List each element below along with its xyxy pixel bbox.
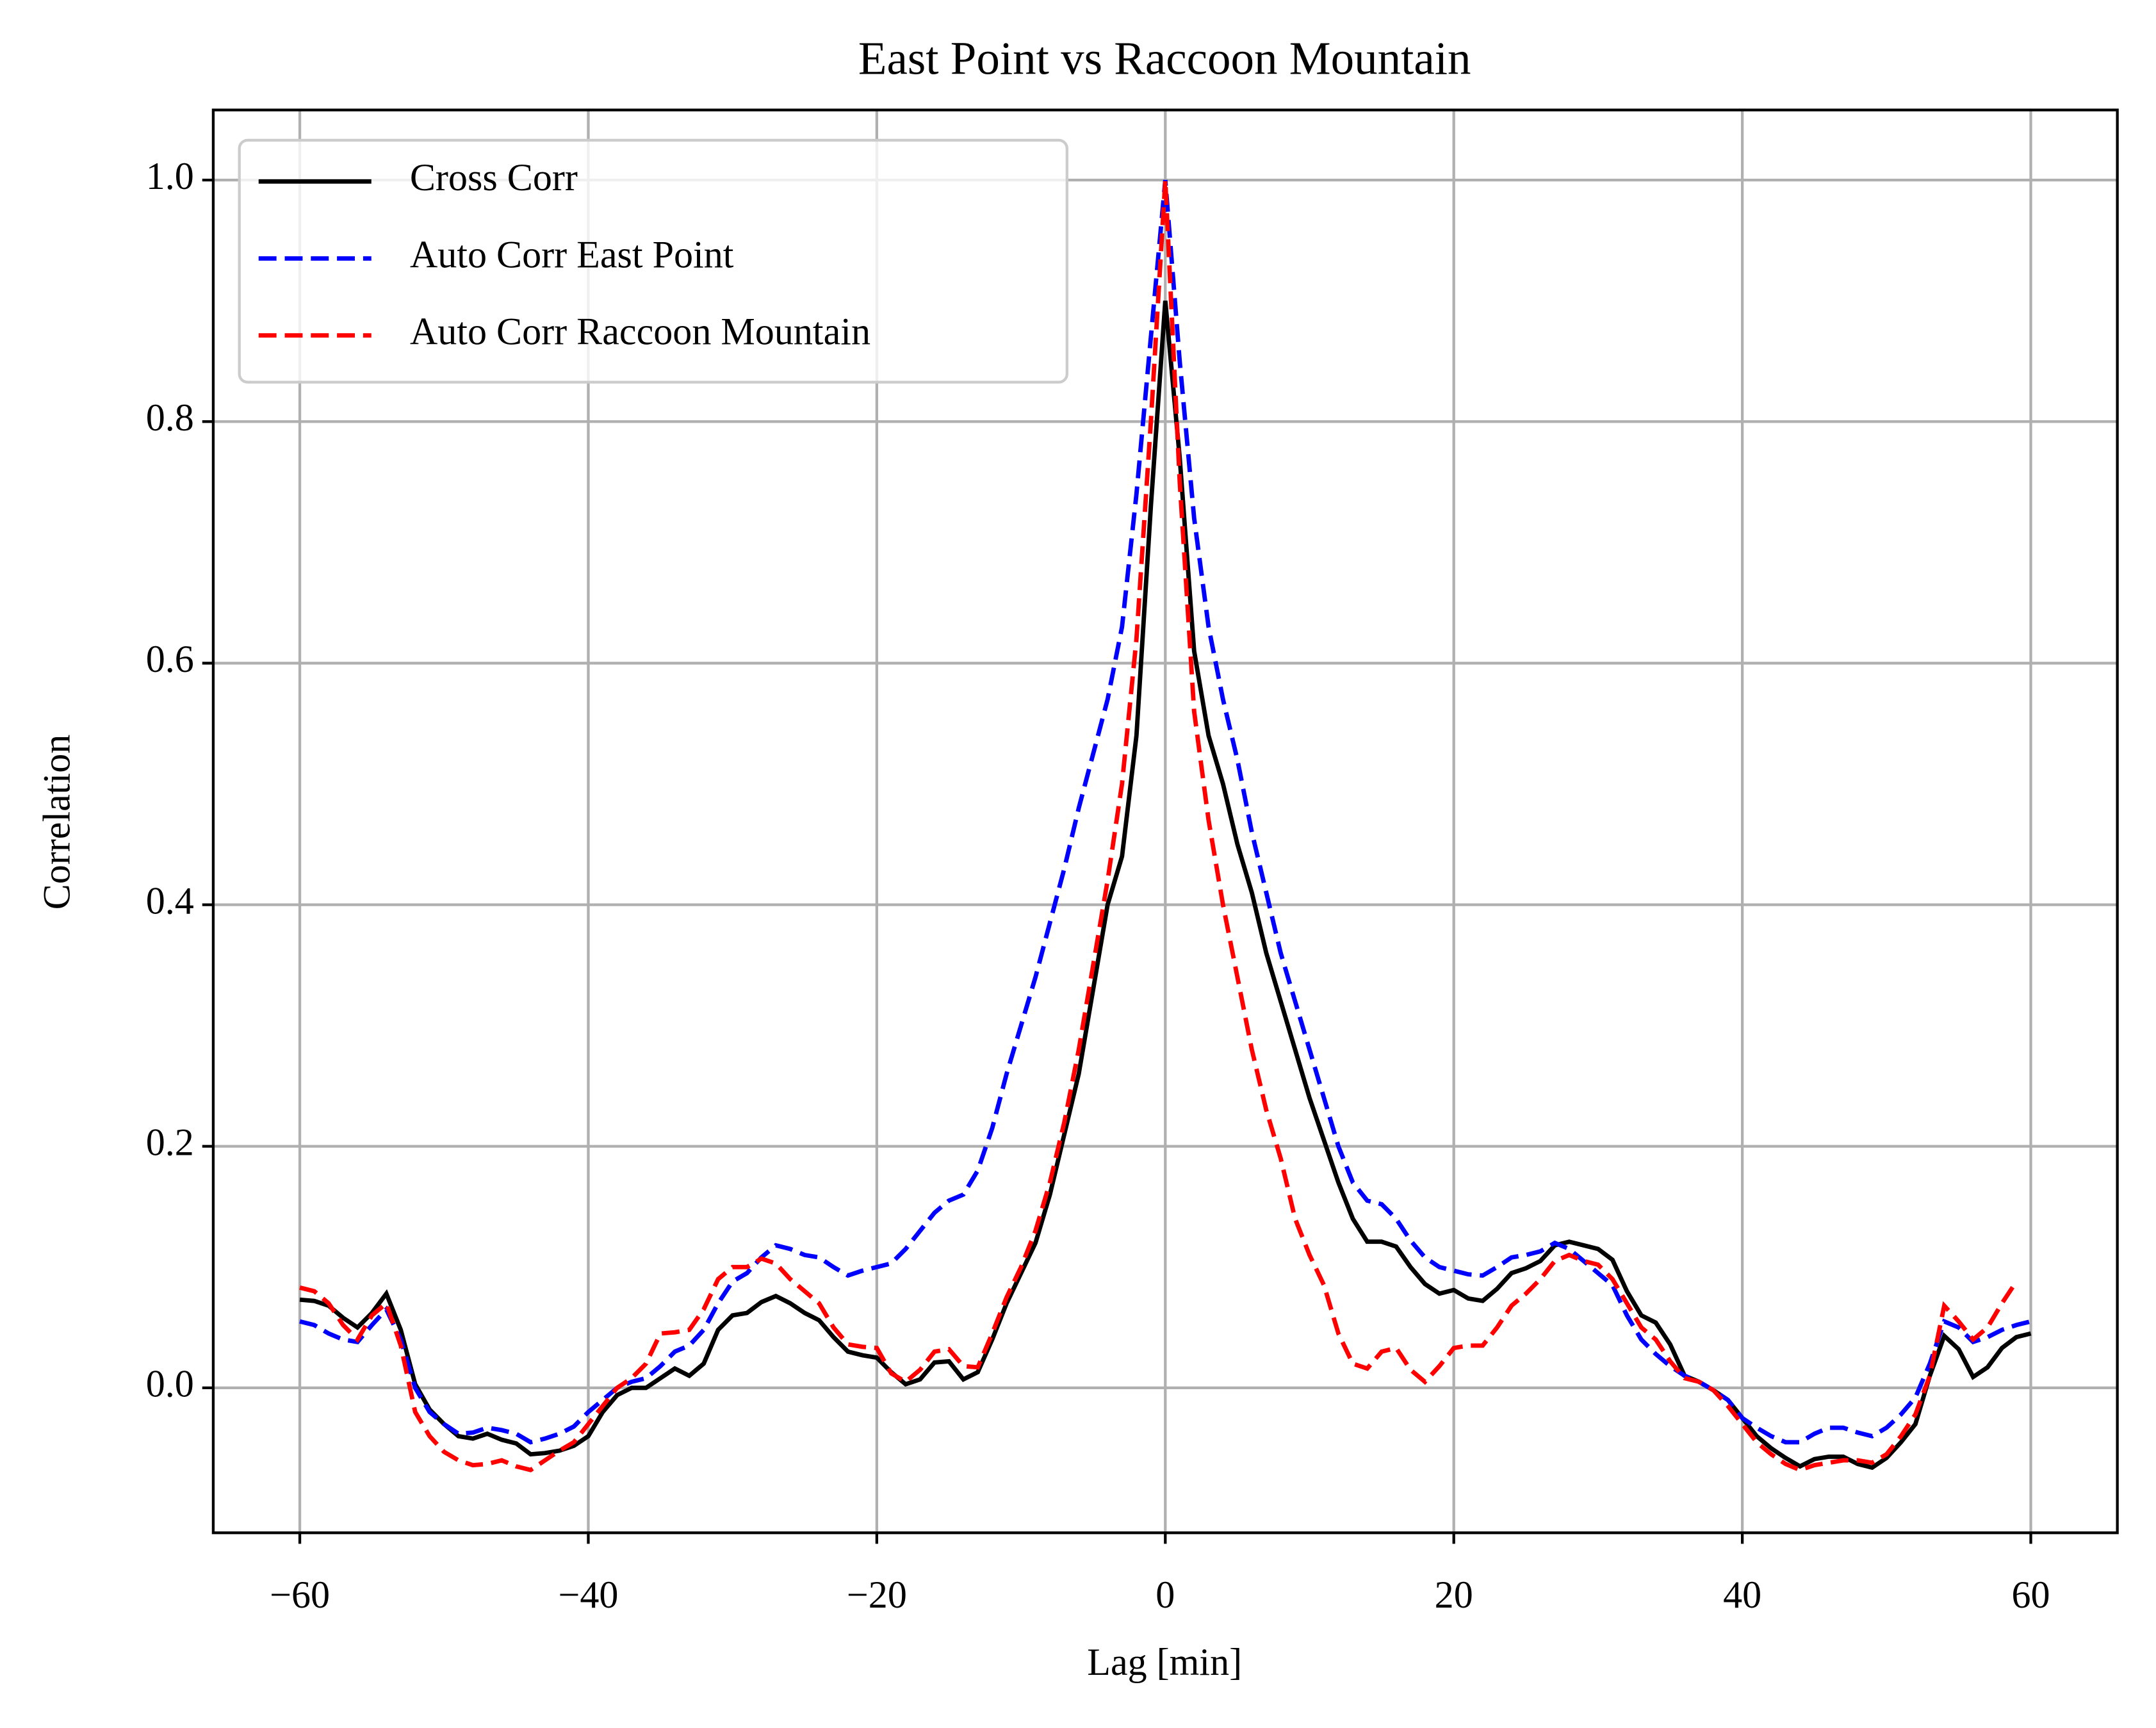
y-tick-label: 1.0 xyxy=(146,154,194,197)
y-axis-label: Correlation xyxy=(35,735,78,910)
x-tick-label: −20 xyxy=(847,1573,907,1616)
ticks: −60 −40 −20 0 20 40 60 0.0 0.2 0.4 0.6 0.8 1.0 xyxy=(146,154,2050,1616)
x-tick-label: 60 xyxy=(2012,1573,2050,1616)
y-tick-label: 0.8 xyxy=(146,396,194,439)
y-tick-label: 0.0 xyxy=(146,1362,194,1405)
y-tick-label: 0.2 xyxy=(146,1121,194,1164)
legend-label: Cross Corr xyxy=(410,156,578,199)
x-tick-label: 40 xyxy=(1723,1573,1761,1616)
series-line xyxy=(299,179,2018,1472)
x-tick-label: 20 xyxy=(1435,1573,1473,1616)
x-tick-label: −40 xyxy=(558,1573,618,1616)
legend-box xyxy=(238,138,1068,384)
legend: Cross Corr Auto Corr East Point Auto Corr … xyxy=(238,138,1068,384)
chart-title: East Point vs Raccoon Mountain xyxy=(858,32,1471,84)
x-axis-label: Lag [min] xyxy=(1087,1640,1242,1683)
series-line xyxy=(299,179,2032,1445)
y-tick-label: 0.4 xyxy=(146,879,194,922)
y-tick-label: 0.6 xyxy=(146,637,194,680)
lines xyxy=(299,179,2032,1472)
x-tick-label: −60 xyxy=(270,1573,330,1616)
legend-label: Auto Corr East Point xyxy=(410,232,734,275)
x-tick-label: 0 xyxy=(1156,1573,1175,1616)
legend-label: Auto Corr Raccoon Mountain xyxy=(410,310,870,353)
